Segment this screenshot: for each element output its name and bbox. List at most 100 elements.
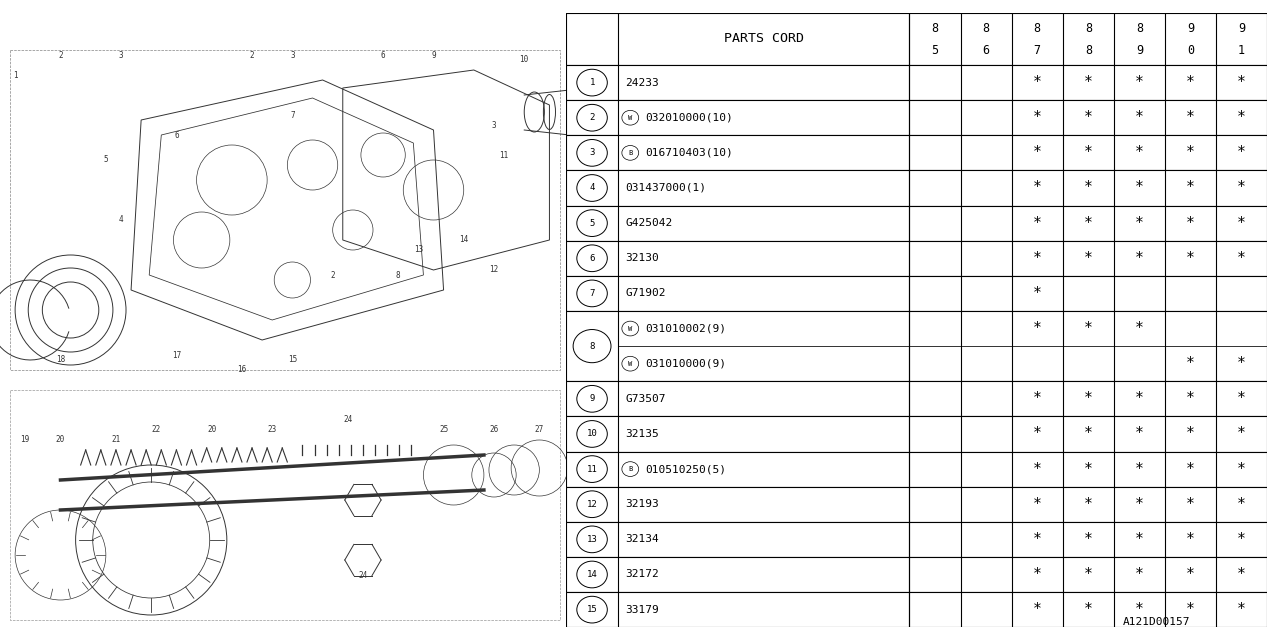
Text: 11: 11 — [586, 465, 598, 474]
Text: 9: 9 — [431, 51, 435, 60]
Bar — [566, 452, 1267, 486]
Bar — [566, 13, 1267, 65]
Text: *: * — [1238, 461, 1245, 477]
Text: *: * — [1135, 321, 1144, 336]
Text: *: * — [1238, 426, 1245, 442]
Text: *: * — [1135, 497, 1144, 512]
Text: A121D00157: A121D00157 — [1123, 617, 1190, 627]
Text: *: * — [1033, 391, 1042, 406]
Text: *: * — [1135, 426, 1144, 442]
Text: 016710403(10): 016710403(10) — [645, 148, 732, 158]
Text: *: * — [1135, 532, 1144, 547]
Text: *: * — [1187, 180, 1196, 195]
Text: W: W — [628, 361, 632, 367]
Text: *: * — [1033, 602, 1042, 617]
Text: *: * — [1135, 251, 1144, 266]
Text: *: * — [1084, 145, 1093, 161]
Text: 25: 25 — [439, 426, 448, 435]
Text: *: * — [1238, 110, 1245, 125]
Text: *: * — [1135, 145, 1144, 161]
Text: 4: 4 — [119, 216, 123, 225]
Text: 3: 3 — [291, 51, 294, 60]
Text: 1: 1 — [589, 78, 595, 87]
Text: 9: 9 — [1238, 22, 1245, 35]
Text: 8: 8 — [1084, 44, 1092, 57]
Text: *: * — [1238, 391, 1245, 406]
Text: 26: 26 — [489, 426, 499, 435]
Text: *: * — [1135, 391, 1144, 406]
Text: *: * — [1187, 426, 1196, 442]
Text: *: * — [1033, 532, 1042, 547]
Text: 8: 8 — [396, 271, 401, 280]
Text: 9: 9 — [1135, 44, 1143, 57]
Text: W: W — [628, 115, 632, 121]
Text: 24: 24 — [343, 415, 352, 424]
Text: *: * — [1187, 532, 1196, 547]
Text: *: * — [1084, 321, 1093, 336]
Text: 8: 8 — [983, 22, 989, 35]
Text: *: * — [1187, 391, 1196, 406]
Text: 14: 14 — [586, 570, 598, 579]
Text: 22: 22 — [151, 426, 161, 435]
Text: 32130: 32130 — [626, 253, 659, 263]
Text: 13: 13 — [586, 535, 598, 544]
Text: *: * — [1187, 216, 1196, 230]
Text: *: * — [1238, 216, 1245, 230]
Text: 23: 23 — [268, 426, 276, 435]
Text: 6: 6 — [589, 254, 595, 263]
Bar — [566, 557, 1267, 592]
Text: 5: 5 — [589, 219, 595, 228]
Bar — [566, 135, 1267, 170]
Text: G425042: G425042 — [626, 218, 672, 228]
Text: *: * — [1238, 602, 1245, 617]
Text: 8: 8 — [932, 22, 938, 35]
Text: 2: 2 — [58, 51, 63, 60]
Text: *: * — [1187, 356, 1196, 371]
Text: *: * — [1135, 461, 1144, 477]
Text: 21: 21 — [111, 435, 120, 445]
Text: 6: 6 — [983, 44, 989, 57]
Text: 15: 15 — [586, 605, 598, 614]
Text: *: * — [1187, 145, 1196, 161]
Text: 8: 8 — [1034, 22, 1041, 35]
Text: *: * — [1135, 110, 1144, 125]
Text: *: * — [1135, 567, 1144, 582]
Text: 9: 9 — [589, 394, 595, 403]
Bar — [566, 522, 1267, 557]
Text: 33179: 33179 — [626, 605, 659, 614]
Bar — [566, 65, 1267, 100]
Text: 12: 12 — [489, 266, 499, 275]
Text: 10: 10 — [520, 56, 529, 65]
Text: *: * — [1238, 251, 1245, 266]
Text: PARTS CORD: PARTS CORD — [724, 33, 804, 45]
Text: 1: 1 — [1238, 44, 1245, 57]
Text: 031010002(9): 031010002(9) — [645, 324, 726, 333]
Text: 1: 1 — [13, 70, 18, 79]
Text: 3: 3 — [589, 148, 595, 157]
Text: *: * — [1187, 497, 1196, 512]
Text: *: * — [1033, 110, 1042, 125]
Bar — [566, 170, 1267, 205]
Bar — [566, 381, 1267, 417]
Text: *: * — [1084, 532, 1093, 547]
Text: *: * — [1033, 216, 1042, 230]
Bar — [566, 100, 1267, 135]
Text: *: * — [1084, 461, 1093, 477]
Text: *: * — [1033, 567, 1042, 582]
Text: *: * — [1187, 75, 1196, 90]
Text: 19: 19 — [20, 435, 29, 445]
Text: W: W — [628, 326, 632, 332]
Text: *: * — [1084, 426, 1093, 442]
Text: *: * — [1033, 321, 1042, 336]
Text: 16: 16 — [237, 365, 247, 374]
Text: 11: 11 — [499, 150, 508, 159]
Bar — [566, 205, 1267, 241]
Text: *: * — [1084, 567, 1093, 582]
Text: 8: 8 — [589, 342, 595, 351]
Text: *: * — [1033, 251, 1042, 266]
Text: 031010000(9): 031010000(9) — [645, 358, 726, 369]
Text: *: * — [1187, 110, 1196, 125]
Text: *: * — [1084, 391, 1093, 406]
Bar — [566, 241, 1267, 276]
Text: *: * — [1238, 356, 1245, 371]
